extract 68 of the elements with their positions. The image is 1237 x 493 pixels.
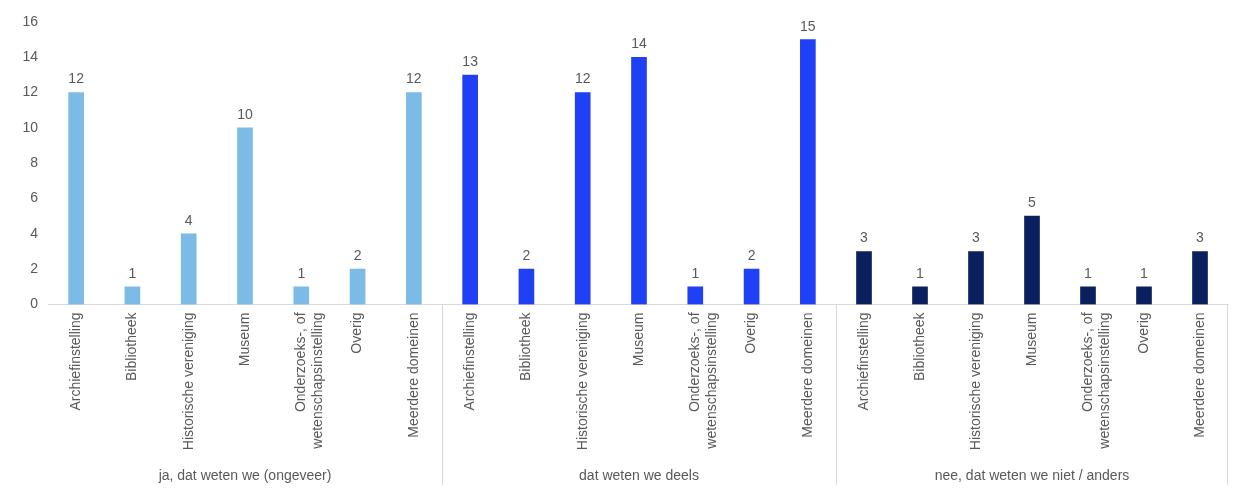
data-label: 2 — [522, 247, 531, 264]
x-tick-label: Onderzoeks-, of wetenschapsinstelling — [1078, 312, 1112, 450]
data-label: 2 — [353, 247, 362, 264]
bar — [124, 286, 141, 305]
x-tick-label: Meerdere domeinen — [798, 312, 815, 438]
x-tick-label: Historische vereniging — [179, 312, 196, 451]
data-label: 15 — [800, 17, 816, 34]
y-tick-label: 2 — [30, 260, 39, 277]
data-label: 12 — [406, 70, 422, 87]
bar — [406, 92, 422, 305]
x-tick-label: Archiefinstelling — [67, 312, 83, 411]
y-tick-label: 6 — [30, 189, 39, 206]
data-label: 1 — [128, 264, 137, 281]
data-label: 1 — [1140, 264, 1149, 281]
x-tick-label: Historische vereniging — [966, 312, 983, 451]
y-tick-label: 12 — [22, 83, 39, 100]
bar — [462, 74, 478, 305]
x-tick-label: Historische vereniging — [573, 312, 590, 451]
data-label: 3 — [860, 229, 869, 246]
data-label: 1 — [691, 264, 700, 281]
y-tick-label: 16 — [22, 12, 39, 29]
y-tick-label: 8 — [30, 154, 39, 171]
bar — [237, 127, 253, 305]
x-tick-label: Onderzoeks-, of wetenschapsinstelling — [292, 312, 325, 450]
x-axis-title: nee, dat weten we niet / anders — [934, 467, 1130, 484]
x-tick-label: Overig — [348, 312, 365, 354]
bar — [687, 286, 704, 305]
x-axis-title: ja, dat weten we (ongeveer) — [157, 467, 332, 484]
bar — [743, 268, 760, 305]
x-tick-label: Bibliotheek — [517, 311, 534, 381]
data-label: 3 — [972, 229, 981, 246]
data-label: 12 — [68, 70, 85, 87]
bar — [574, 92, 591, 305]
x-tick-label: Museum — [235, 312, 252, 367]
data-label: 1 — [916, 264, 925, 281]
data-label: 1 — [1084, 264, 1093, 281]
x-tick-label: Meerdere domeinen — [1190, 312, 1207, 438]
data-label: 10 — [237, 105, 253, 122]
data-label: 1 — [297, 264, 306, 281]
bar — [293, 286, 310, 305]
data-label: 13 — [462, 52, 479, 69]
data-label: 12 — [574, 70, 591, 87]
data-label: 3 — [1196, 229, 1205, 246]
x-tick-label: Overig — [742, 312, 759, 354]
x-tick-label: Bibliotheek — [123, 311, 140, 381]
y-tick-label: 4 — [30, 224, 39, 241]
x-tick-label: Museum — [629, 312, 646, 367]
x-tick-label: Bibliotheek — [910, 311, 927, 381]
x-tick-label: Overig — [1134, 312, 1151, 354]
bar — [68, 92, 84, 305]
bar — [518, 268, 535, 305]
x-tick-label: Museum — [1022, 312, 1039, 367]
y-tick-label: 0 — [30, 295, 39, 312]
data-label: 4 — [184, 211, 193, 228]
bar — [180, 233, 197, 305]
bar — [349, 268, 366, 305]
data-label: 2 — [747, 247, 756, 264]
bar — [800, 39, 816, 305]
x-tick-label: Archiefinstelling — [461, 312, 477, 411]
x-tick-label: Onderzoeks-, of wetenschapsinstelling — [686, 312, 719, 450]
x-axis-title: dat weten we deels — [579, 467, 699, 484]
y-tick-label: 10 — [22, 118, 39, 135]
y-tick-label: 14 — [22, 48, 39, 65]
x-tick-label: Archiefinstelling — [854, 312, 871, 411]
bar — [631, 56, 647, 305]
x-tick-label: Meerdere domeinen — [404, 312, 421, 438]
data-label: 5 — [1028, 194, 1037, 211]
data-label: 14 — [631, 35, 647, 52]
